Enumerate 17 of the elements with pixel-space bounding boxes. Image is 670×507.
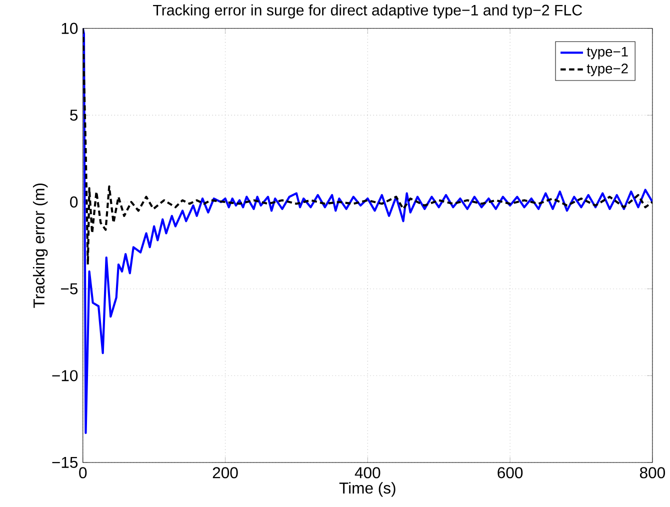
x-tick-label: 600	[498, 467, 523, 478]
y-axis-title: Tracking error (m)	[32, 183, 48, 308]
x-tick-label: 400	[354, 467, 380, 478]
y-tick-label: 10	[62, 22, 78, 34]
legend-label: type−1	[586, 46, 628, 60]
y-tick-label: −15	[52, 456, 78, 468]
y-tick-label: 0	[70, 196, 78, 208]
x-tick-label: 800	[640, 467, 665, 478]
x-tick-label: 0	[79, 467, 87, 478]
x-tick-label: 200	[212, 467, 238, 478]
y-tick-label: −10	[52, 370, 78, 382]
x-axis-title: Time (s)	[339, 482, 396, 497]
y-tick-label: −5	[61, 283, 78, 294]
y-tick-label: 5	[70, 110, 78, 121]
line-series	[82, 28, 652, 434]
legend-label: type−2	[586, 64, 628, 76]
chart-title: Tracking error in surge for direct adaptive type−1 and typ−2 FLC	[153, 4, 582, 18]
